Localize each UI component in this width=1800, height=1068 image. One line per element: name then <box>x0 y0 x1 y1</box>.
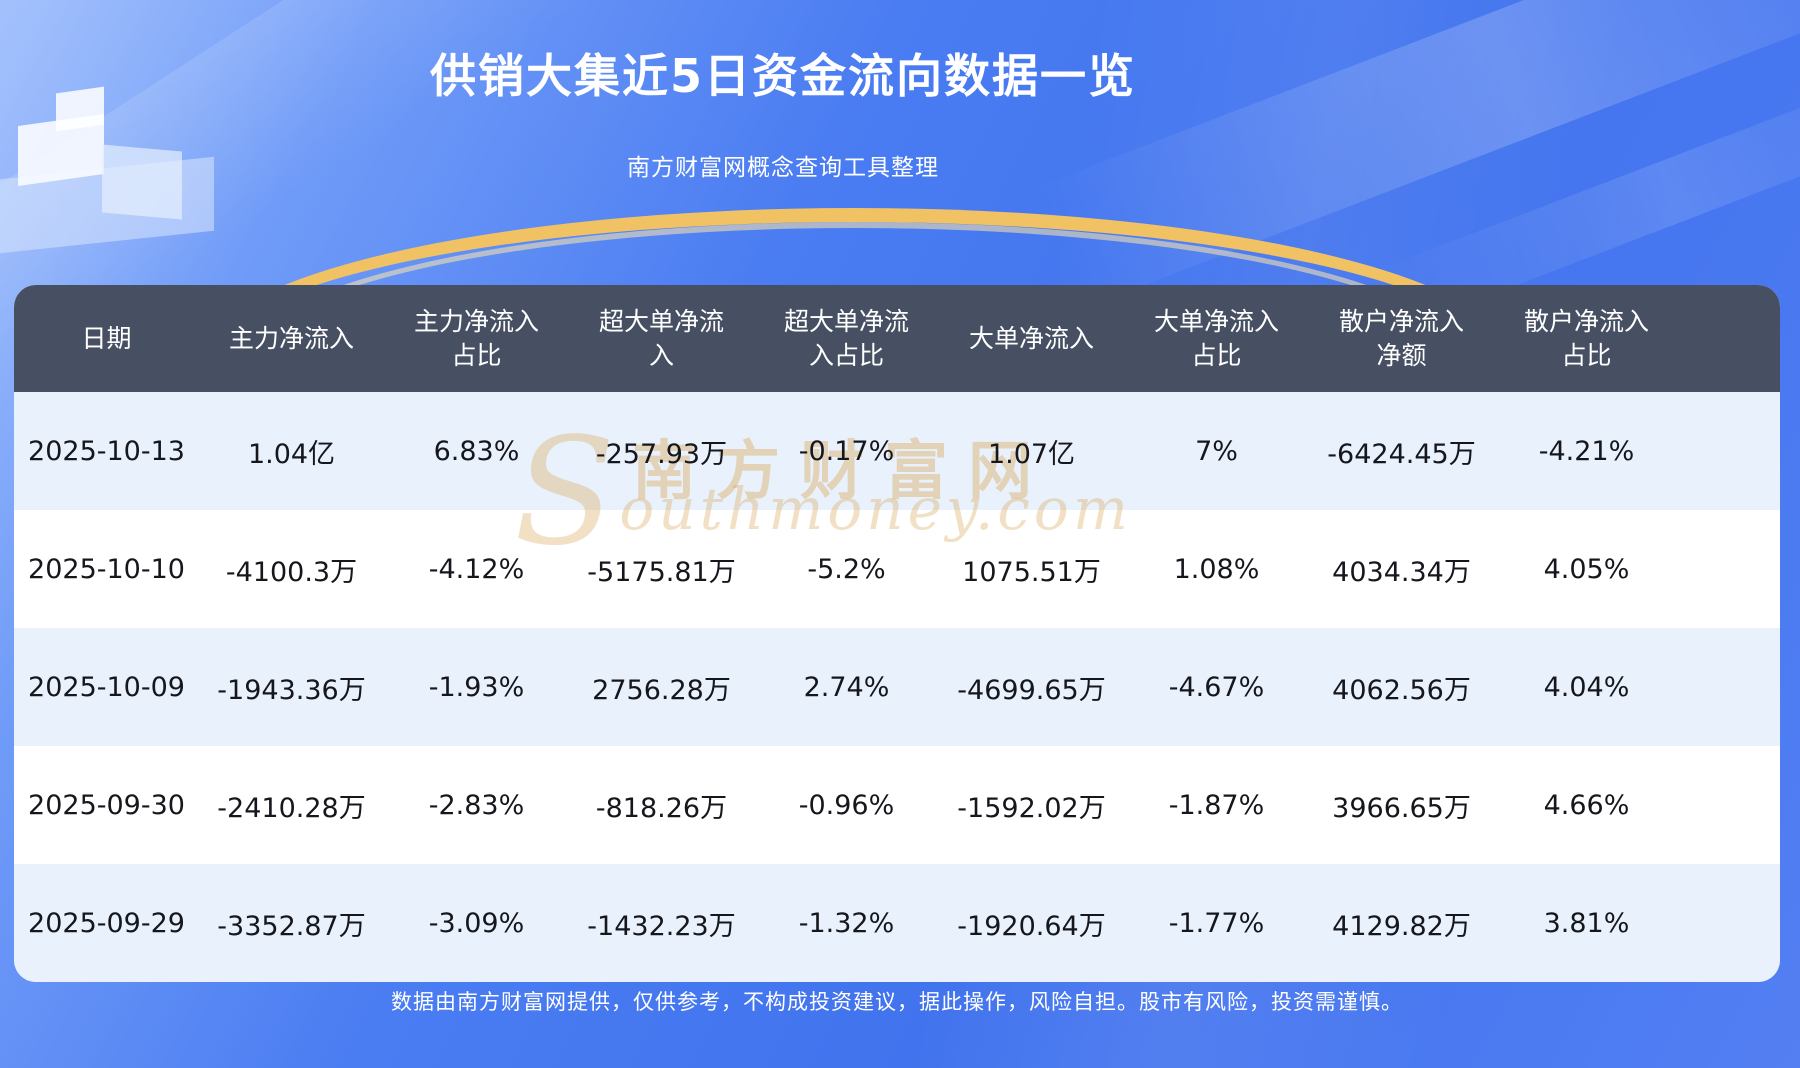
table-cell: 6.83% <box>433 435 520 467</box>
table-cell: -0.96% <box>798 789 895 821</box>
table-cell: -1.87% <box>1168 789 1265 821</box>
table-cell: 4062.56万 <box>1332 674 1471 706</box>
table-cell: 3.81% <box>1543 907 1630 939</box>
table-cell: -1592.02万 <box>957 792 1106 824</box>
fund-flow-table: 日期 主力净流入 主力净流入占比 超大单净流入 超大单净流入占比 大单净流入 大… <box>14 285 1780 982</box>
column-header-xl-order-net-inflow-ratio: 超大单净流入占比 <box>783 306 909 370</box>
table-cell-filler <box>1679 628 1780 746</box>
column-header-main-net-inflow-ratio: 主力净流入占比 <box>413 306 539 370</box>
column-header-large-order-net-inflow-ratio: 大单净流入占比 <box>1153 306 1279 370</box>
table-row: 2025-09-30 -2410.28万 -2.83% -818.26万 -0.… <box>14 746 1780 864</box>
table-cell: -1.77% <box>1168 907 1265 939</box>
table-cell: 7% <box>1195 435 1238 467</box>
table-cell-filler <box>1679 746 1780 864</box>
column-header-filler <box>1679 285 1780 392</box>
table-cell: 1.07亿 <box>987 438 1076 470</box>
table-cell: 4.66% <box>1543 789 1630 821</box>
table-cell: -1432.23万 <box>587 910 736 942</box>
table-row: 2025-10-09 -1943.36万 -1.93% 2756.28万 2.7… <box>14 628 1780 746</box>
table-cell: -2.83% <box>428 789 525 821</box>
table-cell: 2756.28万 <box>592 674 731 706</box>
table-cell: 4034.34万 <box>1332 556 1471 588</box>
table-cell: -5175.81万 <box>587 556 736 588</box>
page-subtitle: 南方财富网概念查询工具整理 <box>627 155 939 181</box>
table-cell: -4.21% <box>1538 435 1635 467</box>
table-cell: 2025-09-29 <box>28 907 185 939</box>
table-cell: -1943.36万 <box>217 674 366 706</box>
table-cell: -3.09% <box>428 907 525 939</box>
table-cell: -4.12% <box>428 553 525 585</box>
table-cell-filler <box>1679 864 1780 982</box>
data-table-card: 南方财富网 Southmoney.com 日期 主力净流入 主力净流入占比 超大… <box>14 285 1780 982</box>
table-cell: 2025-10-09 <box>28 671 185 703</box>
table-cell: 4.04% <box>1543 671 1630 703</box>
table-cell: 2025-09-30 <box>28 789 185 821</box>
table-cell: -1.93% <box>428 671 525 703</box>
table-cell: 3966.65万 <box>1332 792 1471 824</box>
table-cell: -0.17% <box>798 435 895 467</box>
table-cell: 1075.51万 <box>962 556 1101 588</box>
column-header-retail-net-inflow: 散户净流入净额 <box>1338 306 1464 370</box>
table-cell: -4699.65万 <box>957 674 1106 706</box>
table-cell: -818.26万 <box>595 792 728 824</box>
table-cell-filler <box>1679 392 1780 510</box>
table-cell: -4100.3万 <box>225 556 358 588</box>
table-cell: 2025-10-13 <box>28 435 185 467</box>
table-row: 2025-10-10 -4100.3万 -4.12% -5175.81万 -5.… <box>14 510 1780 628</box>
table-cell: -4.67% <box>1168 671 1265 703</box>
disclaimer-text: 数据由南方财富网提供，仅供参考，不构成投资建议，据此操作，风险自担。股市有风险，… <box>391 990 1403 1014</box>
table-cell: -1920.64万 <box>957 910 1106 942</box>
column-header-xl-order-net-inflow: 超大单净流入 <box>598 306 724 370</box>
table-cell: -1.32% <box>798 907 895 939</box>
table-cell: -2410.28万 <box>217 792 366 824</box>
table-cell: -3352.87万 <box>217 910 366 942</box>
table-cell: -6424.45万 <box>1327 438 1476 470</box>
table-cell-filler <box>1679 510 1780 628</box>
table-cell: -257.93万 <box>595 438 728 470</box>
page-title: 供销大集近5日资金流向数据一览 <box>429 49 1136 103</box>
table-cell: 4129.82万 <box>1332 910 1471 942</box>
column-header-retail-net-inflow-ratio: 散户净流入占比 <box>1523 306 1649 370</box>
header-row: 日期 主力净流入 主力净流入占比 超大单净流入 超大单净流入占比 大单净流入 大… <box>14 285 1780 392</box>
table-cell: 1.04亿 <box>247 438 336 470</box>
table-cell: -5.2% <box>807 553 886 585</box>
table-cell: 1.08% <box>1173 553 1260 585</box>
table-cell: 2.74% <box>803 671 890 703</box>
table-cell: 2025-10-10 <box>28 553 185 585</box>
column-header-large-order-net-inflow: 大单净流入 <box>968 323 1094 353</box>
table-row: 2025-10-13 1.04亿 6.83% -257.93万 -0.17% 1… <box>14 392 1780 510</box>
table-row: 2025-09-29 -3352.87万 -3.09% -1432.23万 -1… <box>14 864 1780 982</box>
column-header-main-net-inflow: 主力净流入 <box>228 323 354 353</box>
table-cell: 4.05% <box>1543 553 1630 585</box>
column-header-date: 日期 <box>81 323 132 353</box>
hero-header: 供销大集近5日资金流向数据一览 南方财富网概念查询工具整理 <box>0 50 1566 182</box>
